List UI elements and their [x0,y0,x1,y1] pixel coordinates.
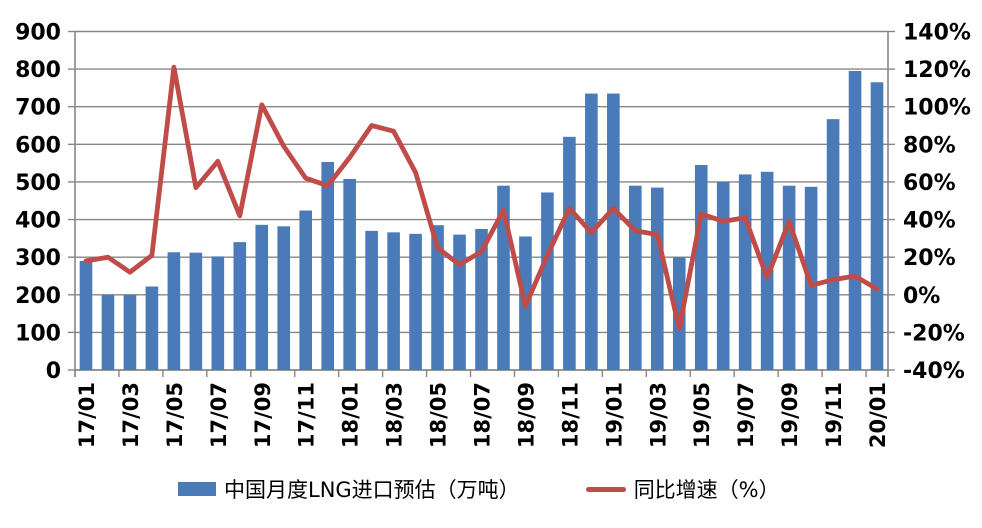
bar [848,70,862,370]
bar [299,210,313,370]
y-axis-left-label: 700 [15,96,61,121]
y-axis-right-label: -40% [903,359,965,384]
bar-series-swatch-icon [178,482,216,496]
x-axis-label: 18/09 [514,382,538,448]
x-axis-label: 19/09 [778,382,802,448]
x-axis-label: 19/05 [690,382,714,448]
bar [233,242,247,370]
y-axis-left-label: 0 [46,359,61,384]
bar [672,257,686,370]
x-axis-label: 19/03 [646,382,670,448]
bar [255,224,269,370]
y-axis-right-label: 100% [903,96,971,121]
x-axis-label: 17/09 [251,382,275,448]
bar [211,256,225,370]
x-axis-label: 17/03 [119,382,143,448]
line-series-swatch-icon [585,486,626,492]
bar [277,226,291,370]
y-axis-left-label: 800 [15,58,61,83]
x-axis-label: 19/11 [822,382,846,448]
bar [453,234,466,370]
y-axis-left-label: 900 [15,21,61,46]
y-axis-left-label: 200 [15,284,61,309]
y-axis-left-label: 300 [15,246,61,271]
bar [826,119,840,371]
growth-line [83,64,880,332]
bar [870,82,884,371]
y-axis-left-label: 400 [15,209,61,234]
bar [782,185,796,370]
x-axis-label: 17/01 [75,382,99,448]
y-axis-right-label: 20% [903,246,956,271]
x-axis-label: 17/05 [163,382,187,448]
bar [694,165,708,370]
bar [167,252,181,370]
bar [79,260,93,370]
bar [629,185,642,370]
x-axis-label: 18/03 [383,382,407,448]
bar [321,162,334,370]
bar [145,286,159,370]
y-axis-right-label: 0% [903,284,940,309]
y-axis-right-label: 80% [903,133,956,158]
x-axis-label: 19/01 [602,382,626,448]
legend-label-growth: 同比增速（%） [633,478,780,502]
bar [343,178,356,370]
bar [365,230,378,370]
bar [101,294,115,370]
bar [387,232,400,370]
y-axis-right-label: 140% [903,21,971,46]
bar [650,187,664,370]
y-axis-left-label: 600 [15,133,61,158]
legend-item-growth: 同比增速（%） [585,474,780,504]
bar [409,233,422,370]
bar [189,252,203,370]
bar [738,174,752,370]
chart-legend: 中国月度LNG进口预估（万吨） 同比增速（%） [178,474,780,504]
legend-label-imports: 中国月度LNG进口预估（万吨） [224,478,520,502]
y-axis-right-label: 60% [903,171,956,196]
y-axis-right-label: 40% [903,209,956,234]
y-axis-right-label: -20% [903,321,965,346]
bar [760,171,774,370]
x-axis-label: 19/07 [734,382,758,448]
bar [431,225,444,370]
x-axis-label: 20/01 [866,382,890,448]
y-axis-left-label: 500 [15,171,61,196]
x-axis-label: 17/11 [295,382,319,448]
bar [607,93,620,370]
legend-item-imports: 中国月度LNG进口预估（万吨） [178,474,520,504]
bar [123,294,137,370]
bar [716,181,730,370]
x-axis-label: 17/07 [207,382,231,448]
x-axis-label: 18/01 [339,382,363,448]
y-axis-right-label: 120% [903,58,971,83]
bar [563,136,576,370]
bar [541,192,554,370]
chart-plot-area: 0 -40% 100 -20% 200 0% 300 20% 400 40% 500 60% 600 80… [15,21,971,449]
bar [475,228,488,370]
x-axis-label: 18/11 [558,382,582,448]
x-axis-label: 18/07 [471,382,495,448]
x-axis-label: 18/05 [427,382,451,448]
y-axis-left-label: 100 [15,321,61,346]
